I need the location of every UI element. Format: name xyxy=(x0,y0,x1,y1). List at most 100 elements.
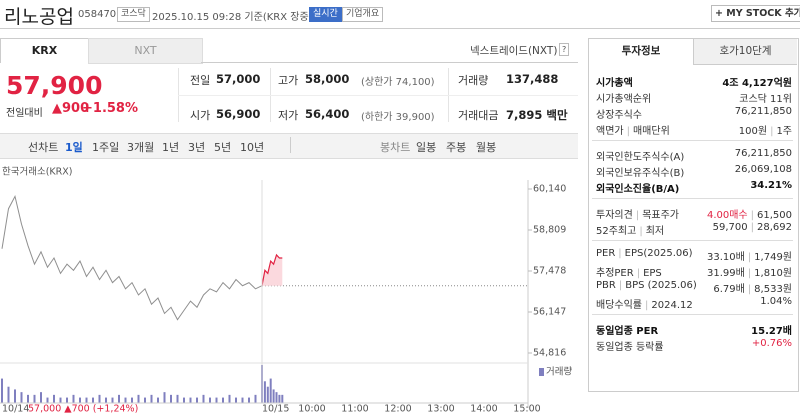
y-tick-label: 57,478 xyxy=(533,266,566,277)
info-row: PER | EPS(2025.06) 33.10배 | 1,749원 xyxy=(596,248,792,264)
stock-code: 058470 xyxy=(78,9,117,20)
info-tab[interactable]: 투자정보 xyxy=(621,45,661,57)
info-value: 31.99배 | 1,810원 xyxy=(707,264,792,279)
volume-bar xyxy=(144,397,146,403)
period-tab[interactable]: 1일 xyxy=(65,141,83,154)
separator: | xyxy=(626,126,630,137)
x-tick-label: 15:00 xyxy=(513,404,540,415)
period-tab[interactable]: 일봉 xyxy=(416,141,437,154)
period-tab[interactable]: 월봉 xyxy=(476,141,497,154)
quote-label: 전일 xyxy=(190,74,211,87)
volume-bar xyxy=(170,394,172,403)
volume-bar xyxy=(85,397,88,403)
volume-bar xyxy=(7,386,10,403)
volume-bar xyxy=(137,394,140,403)
quote-value: 137,488 xyxy=(506,72,559,86)
info-value: 59,700 | 28,692 xyxy=(713,222,792,233)
chart-source: 한국거래소(KRX) xyxy=(2,167,72,178)
value-part: 76,211,850 xyxy=(734,148,792,159)
quote-label: 거래대금 xyxy=(458,109,499,122)
volume-bar xyxy=(131,397,133,403)
divider xyxy=(592,198,793,199)
volume-bar xyxy=(79,397,81,403)
volume-bar xyxy=(14,389,16,403)
info-row: 상장주식수 76,211,850 xyxy=(596,106,792,122)
value-part: 1.04% xyxy=(760,296,792,307)
label-part: 시가총액 xyxy=(596,78,633,89)
info-row: 52주최고 | 최저 59,700 | 28,692 xyxy=(596,222,792,238)
info-row: 외국인소진율(B/A) 34.21% xyxy=(596,180,792,196)
volume-bar xyxy=(215,397,218,403)
volume-bar xyxy=(157,397,159,403)
period-tab[interactable]: 1년 xyxy=(162,141,180,154)
nextrade-label: 넥스트레이드(NXT) xyxy=(470,45,558,57)
x-tick-label: 13:00 xyxy=(427,404,454,415)
quote-label: 거래량 xyxy=(458,74,489,87)
volume-legend: 거래량 xyxy=(546,366,572,378)
value-part: 76,211,850 xyxy=(734,106,792,117)
info-label: PBR | BPS (2025.06) xyxy=(596,280,697,291)
tab-nxt[interactable]: NXT xyxy=(88,38,203,64)
x-tick-label: 12:00 xyxy=(384,404,411,415)
quote-value: 56,900 xyxy=(216,107,261,121)
value-part: 34.21% xyxy=(750,180,792,191)
divider xyxy=(0,28,800,29)
help-icon[interactable]: ? xyxy=(559,43,570,56)
period-tab[interactable]: 주봉 xyxy=(446,141,467,154)
period-tab[interactable]: 3개월 xyxy=(127,141,155,154)
volume-bar xyxy=(118,394,120,403)
info-value: 34.21% xyxy=(750,180,792,191)
label-part: 시가총액순위 xyxy=(596,94,652,105)
company-button[interactable]: 기업개요 xyxy=(342,7,384,22)
info-label: 추정PER | EPS xyxy=(596,264,662,279)
info-label: 배당수익률 | 2024.12 xyxy=(596,296,693,311)
volume-bar xyxy=(59,397,62,403)
volume-bar xyxy=(46,397,49,403)
volume-bar xyxy=(66,397,68,403)
value-part: 26,069,108 xyxy=(734,164,792,175)
x-tick-label: 11:00 xyxy=(341,404,368,415)
info-value: 4.00매수 | 61,500 xyxy=(707,206,792,221)
volume-bar xyxy=(163,392,166,403)
info-value: 1.04% xyxy=(760,296,792,307)
volume-bar xyxy=(92,397,94,403)
divider xyxy=(592,140,793,141)
label-part: 추정PER xyxy=(596,268,634,279)
divider xyxy=(201,62,578,63)
info-value: 26,069,108 xyxy=(735,164,792,175)
value-part: 6.79배 xyxy=(713,284,745,295)
price-chart: 한국거래소(KRX) 60,140 58,809 57,478 56,147 54,81… xyxy=(0,167,572,415)
label-part: 액면가 xyxy=(596,126,624,137)
volume-bar xyxy=(1,378,3,403)
info-label: 상장주식수 xyxy=(596,106,642,121)
volume-legend-swatch xyxy=(539,368,544,376)
today-area xyxy=(262,254,283,286)
info-value: 코스닥 11위 xyxy=(739,90,792,105)
period-tab[interactable]: 3년 xyxy=(188,141,206,154)
volume-bar xyxy=(20,392,23,403)
volume-bar xyxy=(235,397,237,403)
tab-krx[interactable]: KRX xyxy=(0,38,89,63)
mystock-button[interactable]: + MY STOCK 추가 xyxy=(711,5,800,22)
volume-bar xyxy=(263,381,266,403)
quote-value: 56,400 xyxy=(305,107,350,121)
separator: | xyxy=(750,210,754,221)
label-part: PBR xyxy=(596,280,616,291)
quote-note: (하한가 39,900) xyxy=(361,112,435,123)
prev-summary: 57,000 ▲700 (+1,24%) xyxy=(28,404,138,415)
period-tab[interactable]: 10년 xyxy=(240,141,265,154)
info-label: 투자의견 | 목표주가 xyxy=(596,206,679,221)
info-value: 76,211,850 xyxy=(735,106,792,117)
change-label: 전일대비 xyxy=(6,108,43,119)
prev-line xyxy=(1,194,263,321)
info-value: 6.79배 | 8,533원 xyxy=(713,280,792,295)
info-tab[interactable]: 호가10단계 xyxy=(693,39,797,65)
separator: | xyxy=(747,268,752,279)
separator: | xyxy=(635,210,640,221)
info-label: 동일업종 PER xyxy=(596,322,658,337)
label-part: 목표주가 xyxy=(642,210,679,221)
separator: | xyxy=(645,300,649,311)
period-tab[interactable]: 5년 xyxy=(214,141,232,154)
volume-bar xyxy=(150,394,153,403)
period-tab[interactable]: 1주일 xyxy=(92,141,120,154)
